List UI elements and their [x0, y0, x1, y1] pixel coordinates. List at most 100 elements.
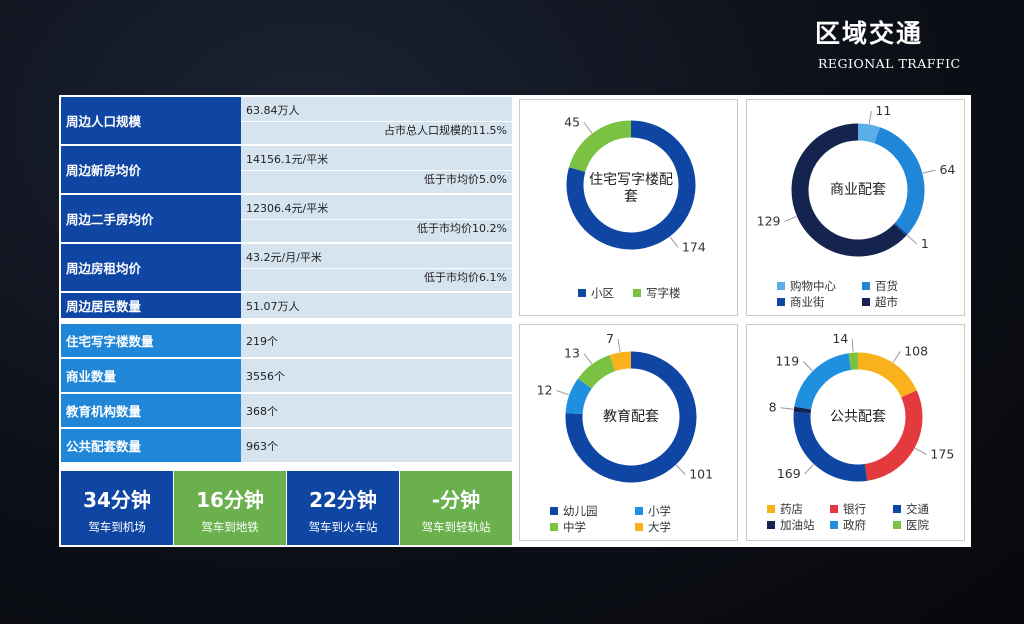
time-value: 34分钟 — [83, 488, 151, 512]
time-label: 驾车到地铁 — [201, 520, 259, 534]
row-label: 周边人口规模 — [61, 97, 241, 144]
donut-slice-银行 — [864, 390, 923, 481]
value-label: 101 — [689, 466, 713, 481]
legend-swatch — [893, 521, 901, 529]
legend-item: 小区 — [578, 285, 614, 301]
legend-swatch — [893, 505, 901, 513]
time-label: 驾车到机场 — [88, 520, 146, 534]
chart-box-residential-office: 174 45 住宅写字楼配套 小区 写字楼 — [519, 99, 738, 316]
leader-line — [780, 407, 794, 410]
value-label: 8 — [769, 400, 777, 415]
leader-line — [851, 339, 854, 353]
table-row: 住宅写字楼数量 219个 — [61, 324, 512, 357]
legend-swatch — [635, 507, 643, 515]
legend-label: 商业街 — [790, 295, 825, 309]
donut-slice-加油站 — [793, 406, 812, 414]
value-label: 13 — [564, 346, 580, 361]
legend-item: 银行 — [830, 501, 866, 517]
leader-line — [583, 353, 593, 365]
table-row: 教育机构数量 368个 — [61, 394, 512, 427]
legend-item: 购物中心 — [777, 278, 836, 294]
legend-item: 政府 — [830, 517, 866, 533]
chart-title: 教育配套 — [603, 409, 659, 425]
legend-swatch — [578, 289, 586, 297]
value-label: 64 — [939, 162, 955, 177]
donut-slice-医院 — [848, 352, 859, 371]
leader-line — [669, 236, 679, 248]
row-label: 周边房租均价 — [61, 244, 241, 291]
donut-slice-百货 — [874, 127, 925, 235]
value-label: 1 — [921, 236, 929, 251]
legend-label: 加油站 — [780, 518, 815, 532]
row-label: 商业数量 — [61, 359, 241, 392]
legend-swatch — [633, 289, 641, 297]
legend-swatch — [767, 505, 775, 513]
legend-item: 幼儿园 — [550, 503, 598, 519]
row-label: 住宅写字楼数量 — [61, 324, 241, 357]
legend-label: 幼儿园 — [563, 504, 598, 518]
value-label: 108 — [904, 343, 928, 358]
chart-box-public: 108 175 169 8 119 14 公共配套 药店 银行 交通 加油站 政府 医院 — [746, 324, 965, 541]
table-row: 周边居民数量 51.07万人 — [61, 293, 512, 318]
legend-swatch — [767, 521, 775, 529]
row-label: 周边二手房均价 — [61, 195, 241, 242]
time-value: 16分钟 — [196, 488, 264, 512]
table-row: 商业数量 3556个 — [61, 359, 512, 392]
donut-slice-商业街 — [893, 222, 908, 236]
leader-line — [892, 351, 901, 363]
value-label: 119 — [775, 353, 799, 368]
legend-label: 政府 — [843, 518, 866, 532]
donut-slice-购物中心 — [857, 123, 880, 144]
legend-item: 小学 — [635, 503, 671, 519]
legend-item: 大学 — [635, 519, 671, 535]
legend-swatch — [862, 282, 870, 290]
value-label: 11 — [875, 103, 891, 118]
value-label: 45 — [564, 115, 580, 130]
row-note: 占市总人口规模的11.5% — [384, 124, 507, 137]
content-panel: 周边人口规模 63.84万人 占市总人口规模的11.5% 周边新房均价 14156… — [59, 95, 971, 547]
legend-label: 中学 — [563, 520, 586, 534]
chart-title: 公共配套 — [830, 409, 886, 425]
row-value: 14156.1元/平米 — [246, 153, 329, 166]
leader-line — [583, 122, 593, 134]
time-value: -分钟 — [431, 488, 481, 512]
time-label: 驾车到火车站 — [308, 520, 378, 534]
donut-slice-大学 — [609, 351, 632, 372]
donut-chart: 101 12 13 7 教育配套 — [537, 331, 713, 483]
leader-line — [906, 234, 918, 245]
table-row: 周边二手房均价 12306.4元/平米 低于市均价10.2% — [61, 195, 512, 242]
legend-label: 小学 — [648, 504, 671, 518]
time-tile-metro: 16分钟 驾车到地铁 — [174, 471, 286, 545]
donut-slice-政府 — [794, 353, 852, 410]
leader-line — [804, 464, 814, 475]
legend-label: 大学 — [648, 520, 671, 534]
row-value: 43.2元/月/平米 — [246, 251, 322, 264]
row-value: 219个 — [246, 334, 278, 348]
legend-item: 交通 — [893, 501, 929, 517]
leader-line — [802, 361, 813, 372]
legend-swatch — [862, 298, 870, 306]
donut-slice-幼儿园 — [565, 351, 697, 483]
row-label: 周边居民数量 — [61, 293, 241, 318]
legend-swatch — [550, 507, 558, 515]
legend-label: 购物中心 — [790, 279, 836, 293]
row-value: 963个 — [246, 439, 278, 453]
legend-swatch — [830, 521, 838, 529]
legend-label: 药店 — [780, 502, 803, 516]
value-label: 174 — [682, 239, 706, 254]
legend-item: 药店 — [767, 501, 803, 517]
row-value: 368个 — [246, 404, 278, 418]
leader-line — [675, 464, 686, 475]
row-note: 低于市均价10.2% — [417, 222, 507, 235]
donut-slice-小学 — [565, 378, 592, 415]
donut-slice-超市 — [791, 123, 907, 257]
legend-item: 医院 — [893, 517, 929, 533]
value-label: 7 — [606, 331, 614, 346]
table-row: 周边新房均价 14156.1元/平米 低于市均价5.0% — [61, 146, 512, 193]
legend-item: 加油站 — [767, 517, 815, 533]
table-row: 周边房租均价 43.2元/月/平米 低于市均价6.1% — [61, 244, 512, 291]
donut-slice-交通 — [793, 412, 868, 482]
row-value: 51.07万人 — [246, 299, 300, 313]
table-row: 周边人口规模 63.84万人 占市总人口规模的11.5% — [61, 97, 512, 144]
